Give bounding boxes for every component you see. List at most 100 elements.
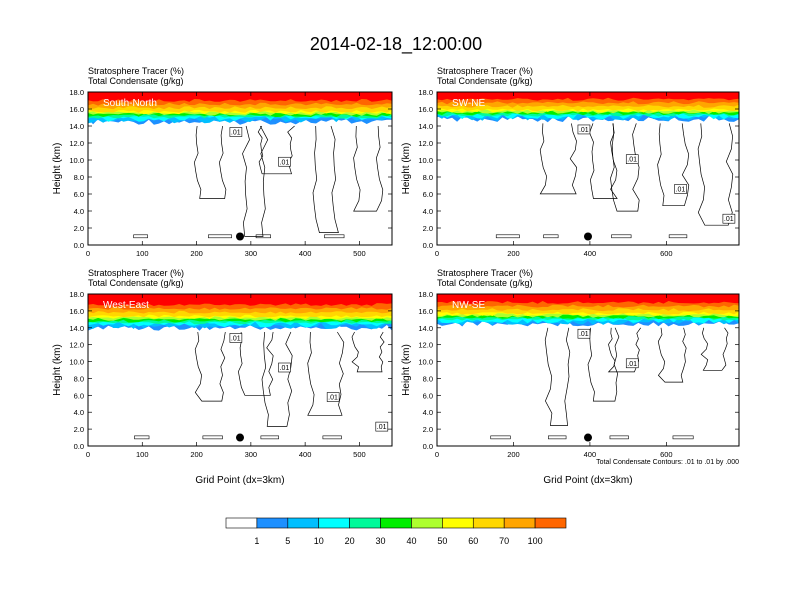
panel-name: NW-SE — [452, 300, 485, 311]
condensate-contour — [611, 234, 632, 239]
subtitle-condensate: Total Condensate (g/kg) — [88, 76, 184, 86]
contour-label-box — [577, 124, 591, 135]
contour-note: Total Condensate Contours: .01 to .01 by… — [596, 459, 739, 466]
y-tick-label: 4.0 — [423, 408, 433, 417]
contour-label-box — [326, 392, 340, 402]
condensate-contour — [134, 435, 150, 440]
condensate-contour — [697, 123, 734, 226]
condensate-contour — [610, 123, 640, 212]
colorbar-swatch — [318, 517, 350, 529]
contour-label-box — [229, 127, 243, 137]
y-tick-label: 14.0 — [69, 324, 84, 333]
condensate-contour — [657, 327, 687, 383]
y-tick-label: 16.0 — [418, 105, 433, 114]
x-tick-label: 500 — [353, 249, 366, 258]
x-tick-label: 400 — [584, 249, 597, 258]
colorbar-swatch — [349, 517, 381, 529]
x-tick-label: 0 — [86, 450, 90, 459]
x-tick-label: 500 — [353, 450, 366, 459]
y-tick-label: 16.0 — [69, 307, 84, 316]
condensate-contour — [242, 125, 269, 237]
colorbar-swatch — [472, 517, 505, 529]
colorbar-label: 30 — [376, 536, 386, 546]
condensate-contour — [133, 234, 148, 239]
colorbar-swatch — [380, 517, 412, 529]
plot-frame — [436, 91, 740, 246]
y-tick-label: 16.0 — [69, 105, 84, 114]
y-tick-label: 18.0 — [69, 290, 84, 299]
contour-label: .01 — [627, 157, 637, 164]
condensate-contour — [194, 125, 227, 199]
condensate-contour — [238, 331, 274, 396]
condensate-contour — [609, 435, 629, 440]
panel-south-north: Stratosphere Tracer (%)Total Condensate … — [52, 66, 393, 258]
x-tick-label: 200 — [507, 249, 520, 258]
tracer-band-11 — [437, 294, 739, 304]
x-tick-label: 0 — [435, 450, 439, 459]
contour-label-box — [722, 213, 736, 224]
y-tick-label: 6.0 — [74, 190, 84, 199]
contour-label: .01 — [231, 130, 241, 137]
y-tick-label: 8.0 — [74, 374, 84, 383]
contour-label-box — [375, 421, 389, 432]
contour-label: .01 — [724, 216, 734, 223]
condensate-contour — [324, 234, 345, 239]
contour-label: .01 — [676, 186, 686, 193]
condensate-contour — [587, 327, 620, 402]
tracer-band-11 — [437, 92, 739, 101]
y-tick-label: 6.0 — [74, 391, 84, 400]
x-tick-label: 200 — [190, 249, 203, 258]
condensate-contour — [700, 327, 729, 371]
subtitle-tracer: Stratosphere Tracer (%) — [437, 268, 533, 278]
x-tick-label: 300 — [245, 450, 258, 459]
y-axis-label: Height (km) — [52, 143, 63, 195]
y-tick-label: 2.0 — [423, 224, 433, 233]
y-tick-label: 6.0 — [423, 391, 433, 400]
tracer-band-11 — [88, 92, 392, 102]
condensate-contour — [307, 331, 345, 416]
y-tick-label: 14.0 — [418, 122, 433, 131]
y-tick-label: 4.0 — [423, 207, 433, 216]
y-tick-label: 0.0 — [74, 241, 84, 250]
subtitle-condensate: Total Condensate (g/kg) — [437, 76, 533, 86]
y-tick-label: 4.0 — [74, 207, 84, 216]
contour-label-box — [674, 184, 687, 194]
y-tick-label: 18.0 — [418, 290, 433, 299]
contour-label-box — [229, 333, 243, 343]
y-tick-label: 18.0 — [69, 88, 84, 97]
colorbar-label: 50 — [437, 536, 447, 546]
figure-title: 2014-02-18_12:00:00 — [310, 34, 482, 55]
condensate-contour — [208, 234, 232, 239]
contour-label: .01 — [280, 365, 290, 372]
condensate-contour — [194, 331, 226, 402]
location-dot — [584, 433, 592, 442]
condensate-contour — [260, 435, 279, 440]
panel-west-east: Stratosphere Tracer (%)Total Condensate … — [52, 268, 393, 486]
location-dot — [584, 232, 592, 241]
colorbar-label: 20 — [345, 536, 355, 546]
y-tick-label: 10.0 — [69, 358, 84, 367]
y-axis-label: Height (km) — [52, 344, 63, 396]
x-tick-label: 400 — [299, 249, 312, 258]
colorbar-label: 100 — [528, 536, 543, 546]
subtitle-condensate: Total Condensate (g/kg) — [437, 278, 533, 288]
panel-sw-ne: Stratosphere Tracer (%)Total Condensate … — [401, 66, 740, 258]
x-axis-label: Grid Point (dx=3km) — [195, 475, 284, 486]
y-tick-label: 8.0 — [423, 173, 433, 182]
y-tick-label: 14.0 — [418, 324, 433, 333]
colorbar-swatch — [287, 517, 320, 529]
colorbar-label: 70 — [499, 536, 509, 546]
colorbar-label: 5 — [285, 536, 290, 546]
condensate-contour — [257, 125, 295, 175]
x-tick-label: 0 — [435, 249, 439, 258]
condensate-contour — [539, 123, 578, 195]
x-tick-label: 600 — [660, 450, 673, 459]
y-tick-label: 14.0 — [69, 122, 84, 131]
y-tick-label: 16.0 — [418, 307, 433, 316]
panel-name: South-North — [103, 98, 157, 109]
colorbar-swatch — [411, 517, 443, 529]
contour-label: .01 — [377, 424, 387, 431]
subtitle-tracer: Stratosphere Tracer (%) — [88, 268, 184, 278]
plot-frame — [436, 293, 740, 447]
